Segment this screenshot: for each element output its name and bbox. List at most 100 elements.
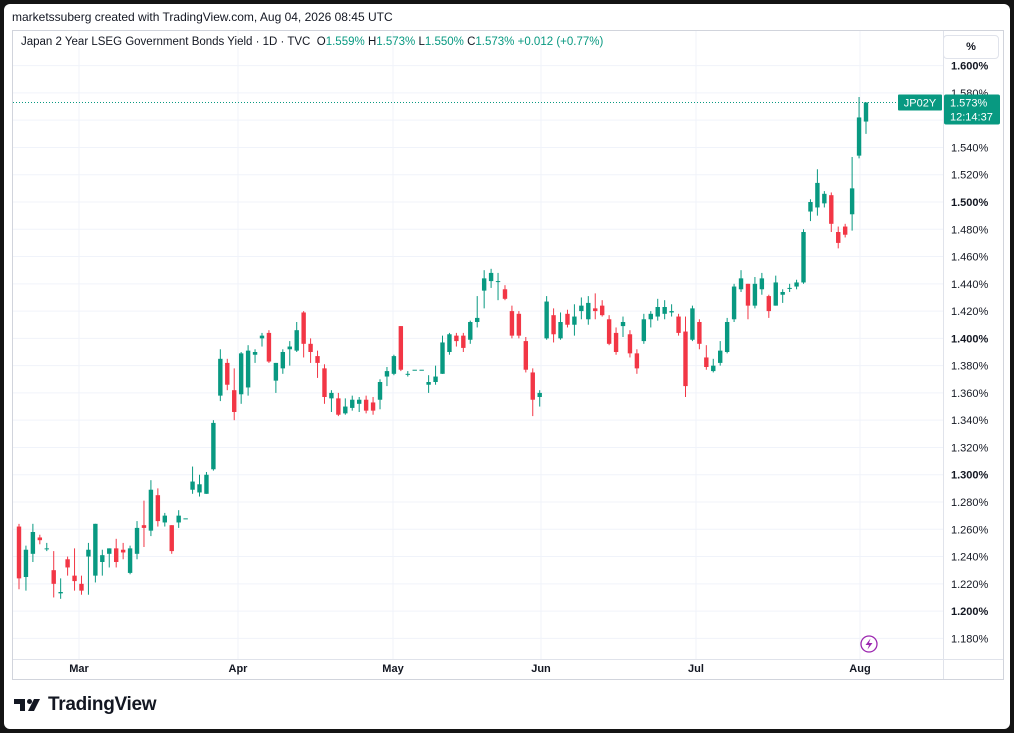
candle-body bbox=[711, 365, 716, 372]
percent-scale-button[interactable]: % bbox=[943, 35, 999, 59]
candle-body bbox=[530, 372, 535, 400]
candle-body bbox=[44, 548, 49, 550]
candle-body bbox=[211, 422, 216, 470]
candle-body bbox=[329, 392, 334, 399]
candle-body bbox=[370, 402, 376, 411]
candle-body bbox=[266, 332, 272, 362]
candle-body bbox=[51, 570, 56, 584]
candle-body bbox=[488, 272, 494, 282]
candle-body bbox=[287, 346, 292, 350]
legend-open-value: 1.559% bbox=[325, 36, 365, 48]
creator-caption: marketssuberg created with TradingView.c… bbox=[12, 10, 393, 24]
candle-body bbox=[440, 342, 445, 374]
candle-body bbox=[433, 376, 438, 382]
candle-body bbox=[613, 332, 619, 352]
y-tick-label: 1.360% bbox=[951, 388, 989, 400]
candle-body bbox=[30, 532, 36, 554]
candle-body bbox=[426, 382, 431, 385]
y-tick-label: 1.220% bbox=[951, 579, 989, 591]
candle-body bbox=[822, 193, 827, 204]
candle-body bbox=[856, 117, 862, 156]
candle-body bbox=[495, 281, 501, 283]
tradingview-logo-icon bbox=[14, 699, 40, 711]
candle-body bbox=[183, 518, 188, 520]
candle-body bbox=[273, 362, 279, 381]
candle-body bbox=[752, 283, 758, 306]
chart-area[interactable]: 1.180% 1.200% 1.220% 1.240% 1.260% 1.280% 1.30… bbox=[12, 30, 1004, 680]
candle-body bbox=[641, 319, 647, 342]
y-tick-label: 1.420% bbox=[951, 306, 989, 318]
x-tick-label: Apr bbox=[229, 663, 249, 675]
candle-body bbox=[836, 232, 841, 243]
candle-body bbox=[447, 334, 452, 352]
candle-body bbox=[238, 353, 244, 395]
candle-body bbox=[37, 537, 43, 541]
legend-title: Japan 2 Year LSEG Government Bonds Yield… bbox=[21, 36, 311, 48]
candle-body bbox=[120, 549, 126, 553]
y-tick-label: 1.520% bbox=[951, 170, 989, 182]
y-tick-label: 1.180% bbox=[951, 633, 989, 645]
candle-body bbox=[745, 283, 751, 306]
candle-body bbox=[252, 352, 258, 355]
candle-body bbox=[72, 575, 77, 582]
candle-body bbox=[322, 368, 327, 397]
candle-body bbox=[863, 102, 869, 122]
candle-body bbox=[113, 548, 119, 562]
candle-body bbox=[218, 358, 223, 396]
candle-body bbox=[169, 525, 174, 552]
y-tick-label: 1.380% bbox=[951, 361, 989, 373]
candle-body bbox=[301, 312, 306, 344]
last-price-value: 1.573% bbox=[950, 97, 988, 109]
candle-body bbox=[245, 350, 251, 388]
candle-body bbox=[93, 523, 98, 576]
y-tick-label: 1.480% bbox=[951, 224, 989, 236]
y-tick-label: 1.440% bbox=[951, 279, 989, 291]
candle-body bbox=[676, 316, 681, 333]
candle-body bbox=[662, 307, 667, 314]
legend-high-value: 1.573% bbox=[376, 36, 416, 48]
candle-body bbox=[502, 289, 508, 299]
candle-body bbox=[419, 369, 424, 371]
candle-body bbox=[731, 286, 737, 320]
candle-body bbox=[509, 311, 515, 336]
candle-body bbox=[454, 335, 459, 342]
candle-body bbox=[697, 322, 702, 344]
candle-body bbox=[280, 352, 286, 369]
symbol-tag-text: JP02Y bbox=[904, 97, 937, 109]
candle-body bbox=[606, 319, 612, 344]
bar-countdown: 12:14:37 bbox=[950, 111, 993, 123]
candle-body bbox=[23, 549, 29, 577]
legend-change: +0.012 (+0.77%) bbox=[517, 36, 604, 48]
legend-close-value: 1.573% bbox=[475, 36, 515, 48]
candle-body bbox=[225, 362, 230, 385]
y-tick-label: 1.260% bbox=[951, 524, 989, 536]
legend-high-label: H bbox=[367, 36, 377, 48]
candle-body bbox=[204, 474, 209, 494]
candle-body bbox=[176, 515, 181, 523]
tradingview-logo[interactable]: TradingView bbox=[14, 694, 157, 716]
candle-body bbox=[579, 305, 584, 312]
candle-body bbox=[65, 559, 70, 568]
candle-body bbox=[259, 335, 265, 339]
candle-body bbox=[738, 278, 744, 290]
candle-body bbox=[141, 525, 147, 528]
candle-body bbox=[468, 322, 473, 340]
y-tick-label: 1.460% bbox=[951, 252, 989, 264]
candle-body bbox=[627, 334, 633, 354]
legend-close-label: C bbox=[467, 36, 476, 48]
last-price-tag-bg bbox=[944, 94, 1000, 125]
candle-body bbox=[107, 548, 112, 554]
candle-body bbox=[398, 326, 404, 370]
candle-body bbox=[308, 343, 313, 352]
candle-body bbox=[79, 583, 84, 591]
candle-body bbox=[801, 232, 806, 283]
candlestick-chart[interactable]: 1.180% 1.200% 1.220% 1.240% 1.260% 1.280% 1.30… bbox=[13, 31, 1003, 679]
candle-body bbox=[315, 356, 320, 363]
y-tick-label: 1.300% bbox=[951, 470, 989, 482]
candle-body bbox=[620, 322, 626, 327]
candle-body bbox=[683, 331, 688, 387]
candle-body bbox=[842, 226, 848, 235]
y-tick-label: 1.240% bbox=[951, 552, 989, 564]
symbol-legend: Japan 2 Year LSEG Government Bonds Yield… bbox=[21, 36, 603, 48]
candle-body bbox=[593, 308, 598, 312]
